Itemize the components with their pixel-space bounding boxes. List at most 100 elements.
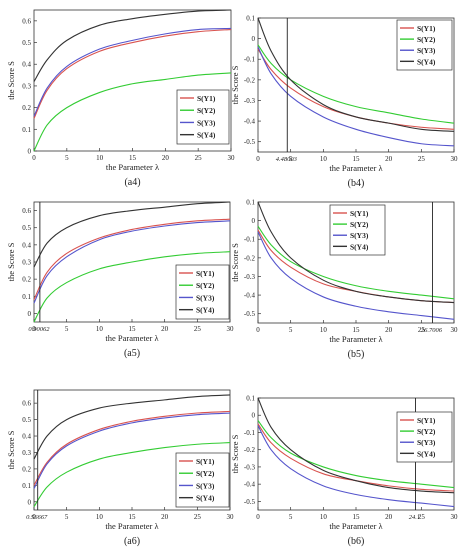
- series-line-3: [33, 27, 232, 117]
- x-tick-label: 20: [161, 325, 169, 333]
- y-tick-label: 0: [252, 35, 256, 43]
- legend-label: S(Y1): [197, 94, 216, 103]
- x-tick-label: 25: [418, 326, 426, 334]
- y-tick-label: 0.4: [22, 433, 31, 441]
- y-axis-label: the Score S: [6, 61, 16, 100]
- legend-label: S(Y2): [417, 427, 436, 436]
- legend-label: S(Y1): [417, 24, 436, 33]
- threshold-label: 24.1: [409, 514, 420, 521]
- x-tick-label: 0: [32, 513, 36, 521]
- y-tick-label: 0.1: [246, 15, 255, 23]
- x-tick-label: 25: [418, 513, 426, 521]
- threshold-label: 0.90062: [28, 326, 50, 333]
- legend-label: S(Y1): [196, 269, 215, 278]
- x-tick-label: 5: [65, 325, 69, 333]
- y-tick-label: 0.6: [22, 17, 31, 25]
- x-tick-label: 5: [65, 513, 69, 521]
- legend-label: S(Y2): [196, 469, 215, 478]
- chart-panel-5: 0 5 10 15 20 25 30 0 0.1 0.2 0.3 0.4 0.5 0.6 0.56667 S(…: [6, 389, 234, 547]
- panel-caption: (b4): [348, 178, 365, 189]
- x-axis-label: the Parameter λ: [105, 333, 159, 343]
- series-line-1: [33, 218, 231, 300]
- y-axis-label: the Score S: [230, 243, 240, 282]
- y-tick-label: 0.1: [22, 126, 31, 134]
- x-tick-label: 20: [161, 513, 169, 521]
- y-tick-label: 0.1: [246, 199, 255, 207]
- x-tick-label: 15: [353, 155, 361, 163]
- y-tick-label: 0.4: [22, 241, 31, 249]
- series-line-2: [257, 225, 455, 300]
- y-tick-label: 0.1: [22, 482, 31, 490]
- x-tick-label: 10: [320, 513, 328, 521]
- x-tick-label: 20: [385, 155, 393, 163]
- y-tick-label: -0.1: [244, 236, 256, 244]
- y-tick-label: 0: [28, 498, 32, 506]
- series-line-2: [257, 44, 455, 124]
- x-tick-label: 20: [162, 154, 170, 162]
- legend-label: S(Y2): [196, 281, 215, 290]
- x-tick-label: 5: [289, 155, 293, 163]
- x-tick-label: 25: [418, 155, 426, 163]
- x-tick-label: 15: [129, 154, 137, 162]
- y-tick-label: 0.6: [22, 207, 31, 215]
- series-line-3: [33, 220, 231, 304]
- series-line-3: [257, 46, 455, 147]
- chart-panel-6: 0 5 10 15 20 25 30 0.1 0 -0.1 -0.2 -0.3 -0.4 -0.5 24.1…: [230, 395, 458, 548]
- legend-label: S(Y1): [350, 209, 369, 218]
- y-tick-label: 0.1: [246, 395, 255, 403]
- series-line-1: [257, 48, 455, 130]
- x-tick-label: 10: [96, 513, 104, 521]
- y-tick-label: -0.5: [244, 310, 256, 318]
- x-tick-label: 0: [32, 154, 36, 162]
- series-line-4: [33, 201, 231, 268]
- legend-label: S(Y4): [197, 131, 216, 140]
- y-axis-label: the Score S: [6, 430, 16, 469]
- series-line-3: [33, 412, 231, 489]
- series-line-3: [257, 425, 455, 508]
- chart-panel-1: 0 5 10 15 20 25 30 0 0.1 0.2 0.3 0.4 0.5 0.6 S(Y1) S(Y2…: [6, 9, 236, 188]
- y-tick-label: 0.2: [22, 104, 31, 112]
- panel-caption: (b6): [348, 536, 365, 547]
- legend-label: S(Y3): [417, 46, 436, 55]
- y-tick-label: -0.2: [244, 76, 256, 84]
- series-line-2: [33, 251, 231, 323]
- y-tick-label: 0.3: [22, 82, 31, 90]
- y-tick-label: 0.2: [22, 465, 31, 473]
- legend-label: S(Y1): [196, 457, 215, 466]
- x-tick-label: 25: [194, 325, 202, 333]
- series-line-1: [33, 410, 231, 486]
- series-line-2: [33, 442, 231, 508]
- threshold-label: 4.48003: [276, 156, 298, 163]
- x-tick-label: 5: [289, 513, 293, 521]
- threshold-label: 0.56667: [26, 514, 48, 521]
- legend-label: S(Y3): [350, 231, 369, 240]
- x-tick-label: 0: [256, 155, 260, 163]
- series-line-3: [257, 231, 455, 320]
- legend-label: S(Y2): [197, 106, 216, 115]
- legend-label: S(Y2): [350, 220, 369, 229]
- y-tick-label: -0.3: [244, 463, 256, 471]
- panel-caption: (a4): [124, 177, 140, 188]
- x-tick-label: 0: [32, 325, 36, 333]
- x-tick-label: 15: [353, 326, 361, 334]
- legend-label: S(Y2): [417, 35, 436, 44]
- x-tick-label: 20: [385, 326, 393, 334]
- x-tick-label: 10: [96, 325, 104, 333]
- x-tick-label: 30: [228, 154, 236, 162]
- x-tick-label: 15: [129, 513, 137, 521]
- legend-label: S(Y3): [196, 481, 215, 490]
- x-tick-label: 25: [194, 513, 202, 521]
- x-tick-label: 10: [96, 154, 104, 162]
- y-axis-label: the Score S: [230, 434, 240, 473]
- x-tick-label: 20: [385, 513, 393, 521]
- legend-label: S(Y4): [196, 306, 215, 315]
- legend-label: S(Y4): [417, 57, 436, 66]
- y-tick-label: 0.3: [22, 259, 31, 267]
- x-tick-label: 15: [129, 325, 137, 333]
- chart-panel-2: 0 5 10 15 20 25 30 0.1 0 -0.1 -0.2 -0.3 -0.4 -0.5 4.48…: [230, 15, 458, 190]
- legend-label: S(Y3): [197, 118, 216, 127]
- x-tick-label: 25: [195, 154, 203, 162]
- y-tick-label: -0.3: [244, 97, 256, 105]
- y-tick-label: 0.4: [22, 61, 31, 69]
